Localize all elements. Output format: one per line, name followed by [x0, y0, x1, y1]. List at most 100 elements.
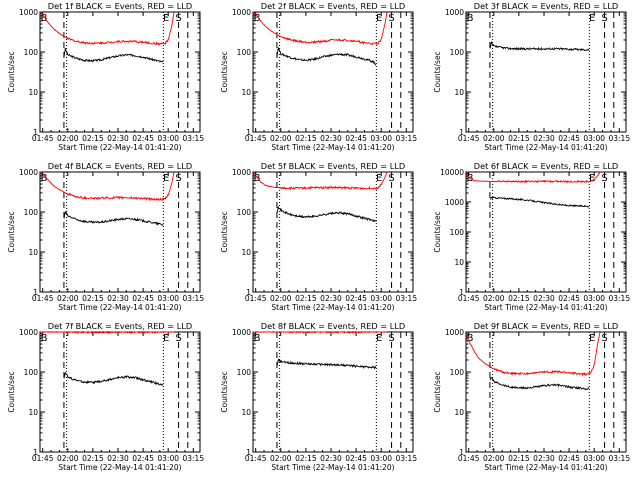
panel-title: Det 5f BLACK = Events, RED = LLD — [261, 161, 405, 171]
marker-label-s: S — [388, 13, 394, 24]
x-tick-label: 02:45 — [132, 454, 154, 463]
x-tick-label: 02:00 — [57, 454, 79, 463]
x-tick-label: 03:00 — [157, 294, 179, 303]
plot-frame — [39, 11, 201, 133]
y-tick-label: 1000 — [445, 8, 464, 17]
y-tick-label: 1000 — [232, 168, 251, 177]
x-tick-label: 02:30 — [533, 294, 555, 303]
plot-frame — [39, 171, 201, 293]
series-line-lld — [40, 331, 175, 334]
x-tick-label: 03:00 — [583, 134, 605, 143]
x-tick-label: 02:00 — [57, 294, 79, 303]
marker-label-s: S — [388, 173, 394, 184]
series-line-events — [276, 358, 377, 370]
x-tick-label: 02:30 — [320, 134, 342, 143]
x-tick-label: 01:45 — [458, 134, 480, 143]
x-axis-label: Start Time (22-May-14 01:41:20) — [484, 303, 607, 312]
x-tick-label: 02:30 — [320, 454, 342, 463]
y-tick-label: 1 — [246, 288, 251, 297]
marker-label-s: S — [388, 333, 394, 344]
marker-label-b: B — [467, 13, 474, 24]
x-tick-label: 01:45 — [245, 454, 267, 463]
x-axis-label: Start Time (22-May-14 01:41:20) — [484, 143, 607, 152]
y-tick-label: 1 — [459, 448, 464, 457]
y-tick-label: 100 — [237, 368, 252, 377]
series-line-lld — [465, 171, 601, 184]
plot-frame — [465, 331, 627, 453]
x-tick-label: 02:15 — [295, 134, 317, 143]
plot-frame — [252, 11, 414, 133]
marker-label-e: E — [376, 13, 382, 24]
y-tick-label: 100 — [450, 368, 465, 377]
x-axis-label: Start Time (22-May-14 01:41:20) — [271, 463, 394, 472]
x-tick-label: 02:00 — [483, 454, 505, 463]
marker-label-b: B — [41, 13, 48, 24]
x-tick-label: 02:00 — [270, 454, 292, 463]
series-line-lld — [253, 11, 388, 46]
y-axis-label: Counts/sec — [433, 211, 442, 252]
x-tick-label: 03:00 — [583, 294, 605, 303]
series-line-events — [489, 377, 590, 391]
series-line-lld — [465, 331, 601, 377]
y-tick-label: 10 — [454, 258, 464, 267]
x-tick-label: 02:45 — [345, 454, 367, 463]
marker-label-e: E — [589, 173, 595, 184]
y-tick-label: 10 — [454, 88, 464, 97]
x-tick-label: 02:00 — [57, 134, 79, 143]
y-tick-label: 1 — [33, 448, 38, 457]
x-tick-label: 02:45 — [558, 294, 580, 303]
x-axis-label: Start Time (22-May-14 01:41:20) — [271, 303, 394, 312]
x-tick-label: 02:45 — [558, 134, 580, 143]
x-tick-label: 02:45 — [345, 294, 367, 303]
marker-label-b: B — [41, 333, 48, 344]
marker-label-e: E — [163, 173, 169, 184]
y-tick-label: 1 — [246, 448, 251, 457]
x-tick-label: 03:00 — [583, 454, 605, 463]
y-tick-label: 1000 — [19, 168, 38, 177]
x-tick-label: 01:45 — [32, 134, 54, 143]
x-axis-label: Start Time (22-May-14 01:41:20) — [58, 143, 181, 152]
panel-title: Det 7f BLACK = Events, RED = LLD — [48, 321, 192, 331]
y-tick-label: 10 — [28, 88, 38, 97]
marker-label-b: B — [467, 333, 474, 344]
y-axis-label: Counts/sec — [433, 51, 442, 92]
y-tick-label: 100 — [450, 228, 465, 237]
x-tick-label: 03:15 — [182, 294, 204, 303]
x-tick-label: 02:00 — [483, 134, 505, 143]
x-tick-label: 02:30 — [533, 134, 555, 143]
series-line-events — [489, 40, 590, 52]
y-tick-label: 1000 — [232, 8, 251, 17]
y-tick-label: 1 — [33, 128, 38, 137]
y-tick-label: 1000 — [19, 8, 38, 17]
panel-title: Det 2f BLACK = Events, RED = LLD — [261, 1, 405, 11]
x-tick-label: 03:15 — [395, 294, 417, 303]
panel-title: Det 8f BLACK = Events, RED = LLD — [261, 321, 405, 331]
marker-label-e: E — [376, 173, 382, 184]
marker-label-s: S — [601, 13, 607, 24]
marker-label-e: E — [589, 333, 595, 344]
x-tick-label: 02:30 — [320, 294, 342, 303]
y-tick-label: 10 — [28, 408, 38, 417]
x-tick-label: 02:30 — [533, 454, 555, 463]
x-axis-label: Start Time (22-May-14 01:41:20) — [484, 463, 607, 472]
x-tick-label: 01:45 — [245, 294, 267, 303]
x-tick-label: 02:15 — [295, 294, 317, 303]
x-tick-label: 03:15 — [182, 454, 204, 463]
y-tick-label: 10 — [241, 248, 251, 257]
x-tick-label: 01:45 — [32, 294, 54, 303]
x-tick-label: 02:30 — [107, 454, 129, 463]
series-line-events — [276, 205, 377, 223]
x-tick-label: 01:45 — [458, 294, 480, 303]
marker-label-e: E — [589, 13, 595, 24]
marker-label-s: S — [601, 173, 607, 184]
y-tick-label: 10 — [454, 408, 464, 417]
x-tick-label: 03:15 — [395, 454, 417, 463]
y-axis-label: Counts/sec — [220, 51, 229, 92]
detector-panel-5: Det 5f BLACK = Events, RED = LLD 01:45 02:… — [220, 161, 417, 312]
x-tick-label: 03:00 — [370, 454, 392, 463]
y-axis-label: Counts/sec — [433, 371, 442, 412]
